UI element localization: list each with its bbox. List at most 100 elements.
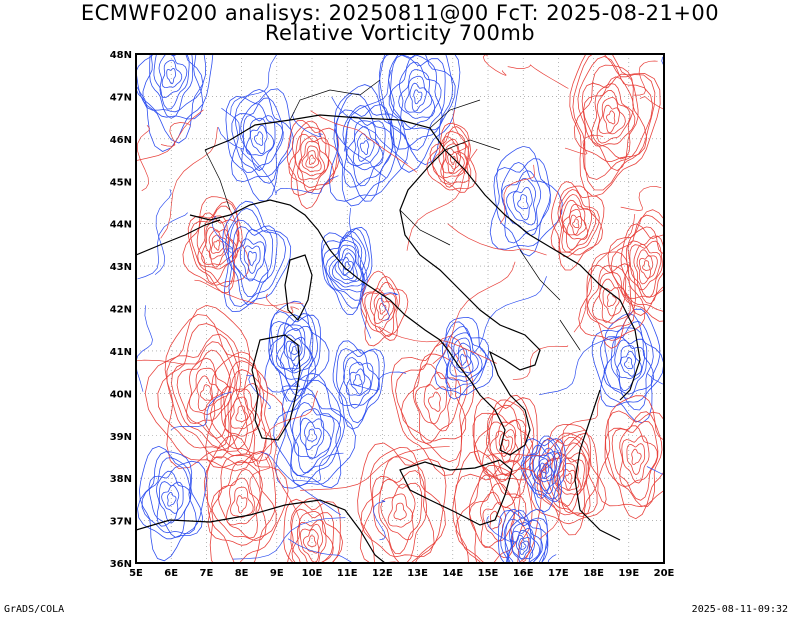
- negative-vorticity-contour: [228, 219, 278, 305]
- lon-label: 10E: [302, 568, 323, 579]
- positive-vorticity-contour: [452, 450, 542, 563]
- negative-vorticity-contour: [529, 447, 558, 494]
- positive-vorticity-contour: [472, 394, 535, 499]
- negative-vorticity-contour: [225, 88, 292, 202]
- positive-vorticity-contour: [378, 478, 423, 555]
- negative-vorticity-contour: [356, 133, 375, 162]
- lon-label: 11E: [337, 568, 358, 579]
- positive-vorticity-contour: [166, 333, 242, 459]
- negative-vorticity-contour: [153, 54, 190, 110]
- vorticity-streak: [447, 223, 547, 256]
- lon-label: 7E: [200, 568, 214, 579]
- negative-vorticity-contour: [349, 368, 366, 395]
- positive-vorticity-contour: [225, 477, 260, 526]
- negative-vorticity-contour: [518, 537, 529, 555]
- negative-vorticity-contour: [335, 104, 393, 202]
- lat-label: 46N: [110, 135, 132, 146]
- positive-vorticity-contour: [566, 209, 587, 236]
- positive-vorticity-contour: [217, 468, 261, 539]
- lat-label: 41N: [110, 347, 132, 358]
- positive-vorticity-contour: [210, 234, 225, 254]
- positive-vorticity-contour: [369, 288, 397, 333]
- positive-vorticity-contour: [182, 196, 250, 286]
- negative-vorticity-contour: [398, 69, 436, 119]
- positive-vorticity-contour: [375, 297, 390, 321]
- positive-vorticity-contour: [223, 388, 260, 437]
- lon-label: 12E: [372, 568, 393, 579]
- negative-vorticity-contour: [321, 226, 373, 316]
- negative-vorticity-contour: [610, 336, 648, 400]
- vorticity-streak: [482, 54, 507, 76]
- positive-vorticity-contour: [482, 502, 506, 541]
- negative-vorticity-contour: [142, 54, 204, 113]
- positive-vorticity-contour: [602, 287, 620, 317]
- negative-vorticity-contour: [275, 372, 356, 489]
- vorticity-streak: [539, 435, 584, 540]
- positive-vorticity-contour: [626, 443, 646, 475]
- lat-label: 43N: [110, 262, 132, 273]
- negative-vorticity-contour: [136, 54, 214, 152]
- positive-vorticity-contour: [209, 369, 267, 455]
- vorticity-streak: [136, 359, 183, 365]
- negative-vorticity-contour: [624, 356, 633, 370]
- negative-vorticity-contour: [166, 67, 176, 85]
- negative-vorticity-contour: [539, 462, 550, 479]
- positive-vorticity-contour: [560, 193, 597, 253]
- negative-vorticity-contour: [512, 186, 533, 221]
- vorticity-streak: [136, 109, 204, 161]
- positive-vorticity-contour: [561, 199, 593, 250]
- positive-vorticity-contour: [625, 235, 664, 305]
- negative-vorticity-contour: [359, 140, 370, 156]
- negative-vorticity-contour: [328, 84, 409, 202]
- positive-vorticity-contour: [390, 335, 475, 476]
- vorticity-streak: [137, 124, 150, 192]
- negative-vorticity-contour: [148, 465, 192, 538]
- negative-vorticity-contour: [225, 207, 287, 307]
- lat-label: 48N: [110, 50, 132, 61]
- vorticity-streak: [265, 293, 300, 314]
- vorticity-streak: [381, 292, 399, 321]
- lat-label: 37N: [110, 517, 132, 528]
- negative-vorticity-contour: [533, 454, 555, 483]
- positive-vorticity-contour: [577, 55, 654, 180]
- negative-vorticity-contour: [161, 484, 180, 514]
- positive-vorticity-contour: [203, 360, 273, 462]
- negative-vorticity-contour: [289, 393, 341, 477]
- vorticity-streak: [348, 371, 407, 391]
- positive-vorticity-contour: [206, 450, 276, 563]
- vorticity-streak: [564, 134, 604, 155]
- negative-vorticity-contour: [249, 124, 268, 155]
- lat-label: 45N: [110, 177, 132, 188]
- positive-vorticity-contour: [638, 255, 654, 279]
- lon-label: 17E: [548, 568, 569, 579]
- positive-vorticity-contour: [395, 342, 468, 463]
- lon-label: 13E: [407, 568, 428, 579]
- negative-vorticity-contour: [413, 89, 423, 105]
- positive-vorticity-contour: [423, 384, 448, 424]
- negative-vorticity-contour: [434, 316, 494, 396]
- lat-label: 36N: [110, 559, 132, 570]
- corsica-coastline: [284, 254, 313, 322]
- positive-vorticity-contour: [283, 498, 341, 563]
- positive-vorticity-contour: [305, 150, 320, 169]
- negative-vorticity-contour: [507, 517, 544, 563]
- vorticity-streak: [137, 212, 188, 280]
- negative-vorticity-contour: [520, 435, 563, 503]
- lat-label: 38N: [110, 474, 132, 485]
- negative-vorticity-contour: [516, 534, 531, 560]
- graticule: [136, 54, 664, 563]
- positive-vorticity-contour: [620, 223, 664, 316]
- positive-vorticity-contour: [631, 448, 642, 465]
- vorticity-streak: [343, 69, 392, 152]
- positive-vorticity-contour: [554, 454, 585, 508]
- negative-vorticity-contour: [332, 244, 362, 285]
- vorticity-streak: [258, 390, 318, 464]
- vorticity-streak: [348, 207, 372, 339]
- positive-vorticity-contour: [619, 425, 658, 487]
- negative-vorticity-contour: [500, 508, 549, 563]
- positive-vorticity-contour: [205, 351, 286, 469]
- positive-vorticity-contour: [607, 292, 617, 308]
- negative-vorticity-contour: [243, 245, 261, 274]
- positive-vorticity-contour: [445, 147, 462, 175]
